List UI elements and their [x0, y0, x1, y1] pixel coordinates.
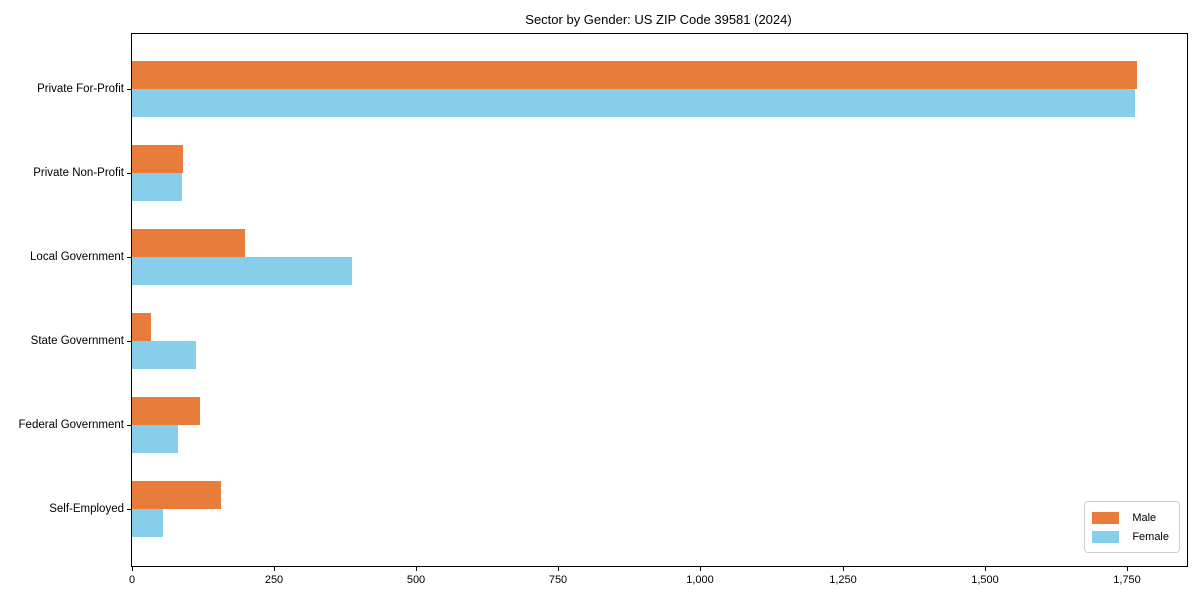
legend-label: Female — [1132, 530, 1169, 543]
y-axis-category-label: Local Government — [30, 251, 124, 263]
x-tick-mark — [416, 567, 417, 571]
bar-male-5 — [132, 481, 221, 509]
y-tick-mark — [127, 509, 131, 510]
y-tick-mark — [127, 341, 131, 342]
x-tick-mark — [985, 567, 986, 571]
y-tick-mark — [127, 173, 131, 174]
bar-male-3 — [132, 313, 151, 341]
x-tick-mark — [558, 567, 559, 571]
bar-female-2 — [132, 257, 352, 285]
plot-area: Private For-Profit Private Non-Profit Loca… — [19, 33, 1188, 586]
y-tick-mark — [127, 425, 131, 426]
legend-item-male: Male — [1092, 508, 1169, 527]
y-axis-category-label: Self-Employed — [49, 503, 124, 515]
x-axis-tick-label: 250 — [264, 574, 284, 586]
bar-male-0 — [132, 61, 1137, 89]
bar-male-1 — [132, 145, 183, 173]
y-axis-category-label: Private For-Profit — [37, 83, 124, 95]
legend-label: Male — [1132, 511, 1157, 524]
x-tick-mark — [274, 567, 275, 571]
x-axis-tick-label: 1,000 — [686, 574, 714, 586]
x-axis-tick-label: 500 — [406, 574, 426, 586]
legend-swatch-female — [1092, 530, 1120, 543]
legend-item-female: Female — [1092, 527, 1169, 546]
x-tick-mark — [132, 567, 133, 571]
x-axis-tick-label: 750 — [548, 574, 568, 586]
legend: Male Female — [1084, 501, 1180, 553]
bar-female-1 — [132, 173, 182, 201]
y-axis-category-label: Federal Government — [18, 419, 124, 431]
x-axis-tick-label: 1,500 — [971, 574, 999, 586]
x-tick-mark — [700, 567, 701, 571]
chart-title: Sector by Gender: US ZIP Code 39581 (202… — [525, 12, 792, 27]
x-axis-tick-label: 0 — [128, 574, 136, 586]
x-tick-mark — [1127, 567, 1128, 571]
bar-female-0 — [132, 89, 1135, 117]
x-tick-mark — [843, 567, 844, 571]
y-axis-category-label: State Government — [30, 335, 124, 347]
y-tick-mark — [127, 89, 131, 90]
bar-male-4 — [132, 397, 200, 425]
y-tick-mark — [127, 257, 131, 258]
bar-female-4 — [132, 425, 178, 453]
bar-female-3 — [132, 341, 196, 369]
bar-male-2 — [132, 229, 245, 257]
bar-female-5 — [132, 509, 163, 537]
x-axis-tick-label: 1,750 — [1113, 574, 1141, 586]
y-axis-category-label: Private Non-Profit — [33, 167, 124, 179]
legend-swatch-male — [1092, 511, 1120, 524]
x-axis-tick-label: 1,250 — [829, 574, 857, 586]
